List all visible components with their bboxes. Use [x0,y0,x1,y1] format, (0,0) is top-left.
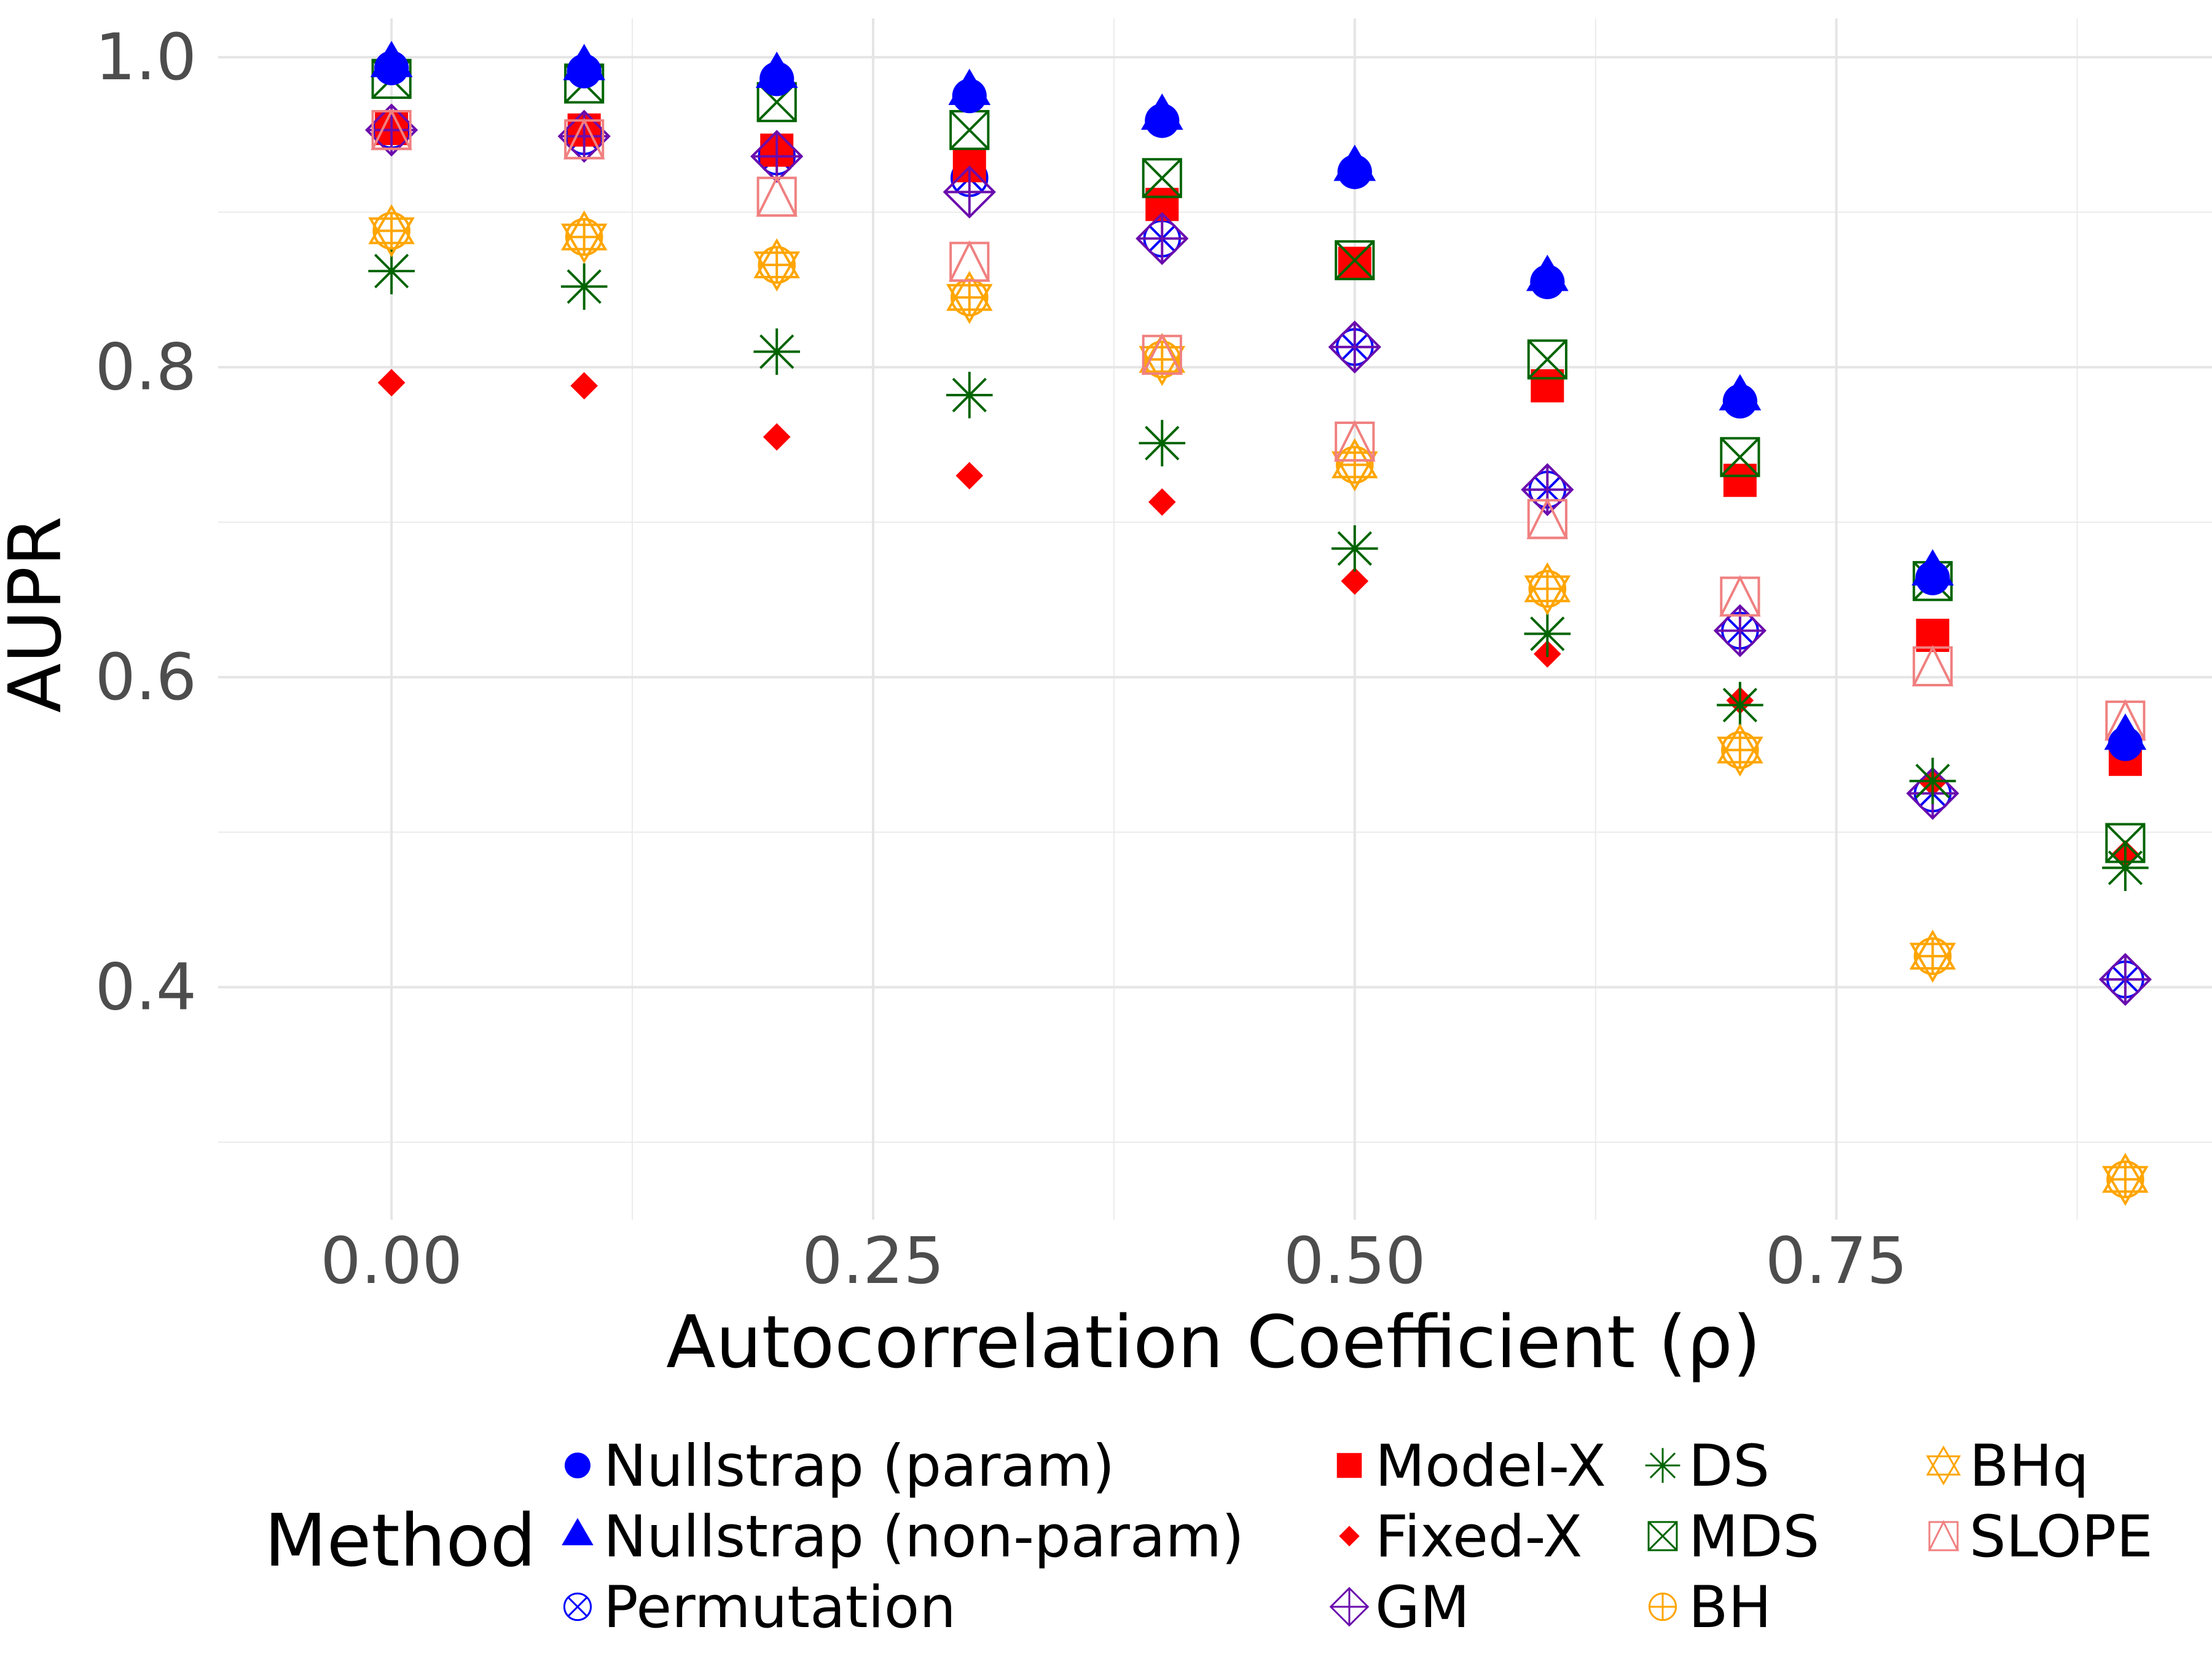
point-nullstrap-non-param [948,68,991,105]
legend-title: Method [264,1498,536,1583]
legend-label-bhq: BHq [1969,1433,2089,1500]
point-nullstrap-non-param [755,52,798,88]
x-axis-title: Autocorrelation Coefficient (ρ) [666,1300,1761,1384]
point-slope [756,175,798,217]
legend-key-nullstrap-param [564,1452,591,1479]
legend: Nullstrap (param)Nullstrap (non-param)Pe… [562,1433,2153,1641]
legend-label-slope: SLOPE [1969,1504,2153,1571]
point-gm [1328,320,1381,374]
legend-label-bh: BH [1688,1574,1771,1641]
point-ds [1332,525,1378,572]
y-tick-label: 0.4 [95,950,197,1025]
legend-key-bh [1648,1592,1677,1622]
legend-key-permutation [563,1592,592,1622]
point-slope [1141,333,1183,375]
point-bhq [1139,332,1186,386]
point-fixed-x [763,423,791,451]
point-bhq [753,238,801,292]
point-bhq [560,210,608,264]
point-nullstrap-non-param [1140,93,1183,130]
legend-label-gm: GM [1375,1574,1470,1641]
legend-key-mds [1647,1521,1678,1551]
point-slope [1334,420,1376,462]
point-mds [1720,437,1760,477]
x-tick-label: 0.50 [1284,1223,1426,1298]
y-tick-label: 0.6 [95,640,197,715]
point-slope [1526,497,1569,539]
point-ds [1524,610,1571,657]
legend-key-model-x [1336,1453,1362,1478]
point-fixed-x [377,369,406,397]
x-tick-label: 0.00 [320,1223,463,1298]
point-nullstrap-non-param [370,41,413,77]
point-nullstrap-non-param [1526,254,1569,291]
point-slope [563,117,605,160]
point-gm [2098,952,2152,1006]
legend-label-mds: MDS [1688,1504,1819,1571]
point-ds [560,263,608,310]
legend-label-nullstrap-non-param: Nullstrap (non-param) [603,1504,1244,1571]
point-ds [1909,758,1956,804]
point-ds [2102,844,2149,892]
point-fixed-x [1341,567,1369,595]
legend-key-gm [1329,1586,1370,1627]
point-nullstrap-non-param [1912,549,1954,586]
legend-key-slope [1928,1520,1959,1551]
point-model-x [1338,246,1371,280]
point-ds [753,328,801,375]
point-nullstrap-non-param [2104,713,2147,750]
legend-label-fixed-x: Fixed-X [1375,1504,1582,1571]
y-tick-label: 1.0 [95,20,197,95]
point-fixed-x [955,461,984,490]
legend-label-permutation: Permutation [603,1574,956,1641]
point-fixed-x [1148,488,1176,516]
point-gm [1521,463,1574,516]
point-mds [1527,339,1567,380]
point-mds [1142,158,1182,198]
x-tick-label: 0.75 [1765,1223,1908,1298]
point-bhq [2102,1153,2149,1206]
point-ds [946,372,993,418]
point-fixed-x [570,372,598,400]
point-bhq [1332,438,1378,492]
legend-label-model-x: Model-X [1375,1433,1606,1500]
point-ds [1717,681,1763,729]
point-bhq [1717,723,1763,777]
point-nullstrap-non-param [1719,374,1762,410]
point-mds [2105,823,2146,863]
point-bhq [1909,929,1956,983]
point-bhq [368,204,415,257]
y-tick-label: 0.8 [95,330,197,405]
point-mds [1335,240,1375,281]
legend-key-nullstrap-non-param [562,1518,594,1545]
point-gm [1713,604,1767,657]
legend-label-nullstrap-param: Nullstrap (param) [603,1433,1115,1500]
legend-key-bhq [1926,1445,1961,1486]
point-model-x [1531,369,1564,402]
legend-key-fixed-x [1339,1526,1360,1547]
legend-key-ds [1645,1448,1681,1483]
legend-label-ds: DS [1688,1433,1770,1500]
point-gm [943,165,996,219]
x-tick-label: 0.25 [802,1223,944,1298]
point-slope [948,240,990,282]
point-gm [1135,212,1189,265]
grid-lines [218,18,2212,1220]
point-gm [750,130,804,183]
point-slope [371,108,412,151]
point-slope [1719,575,1761,617]
y-axis-ticks: 0.4 0.6 0.8 1.0 [95,20,197,1025]
data-points [365,41,2152,1206]
y-axis-title: AUPR [0,516,77,713]
point-bhq [946,270,993,324]
point-nullstrap-non-param [563,44,606,80]
point-slope [1912,645,1954,687]
point-bhq [1524,562,1571,616]
x-axis-ticks: 0.00 0.25 0.50 0.75 [320,1223,1907,1298]
point-nullstrap-non-param [1333,144,1376,181]
point-ds [1139,420,1186,466]
